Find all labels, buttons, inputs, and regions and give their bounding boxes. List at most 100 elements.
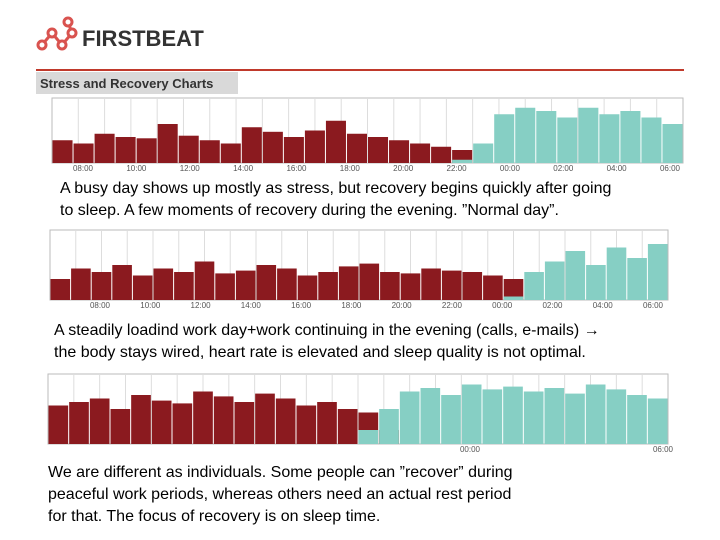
stress-bar	[296, 405, 317, 444]
x-tick-label: 10:00	[126, 164, 147, 173]
recovery-bar	[379, 409, 399, 444]
banner-box	[36, 72, 238, 94]
x-tick-label: 04:00	[607, 164, 628, 173]
caption: A busy day shows up mostly as stress, bu…	[60, 178, 611, 222]
x-tick-label: 20:00	[392, 301, 413, 310]
x-tick-label: 18:00	[341, 301, 362, 310]
recovery-bar	[647, 244, 668, 300]
recovery-bar	[536, 111, 557, 163]
stress-bar	[71, 268, 91, 300]
stress-bar	[483, 275, 503, 300]
recovery-bar	[473, 143, 494, 163]
stress-bar	[256, 265, 277, 300]
stress-bar	[325, 120, 346, 163]
x-tick-label: 02:00	[542, 301, 563, 310]
recovery-bar	[627, 258, 647, 300]
stress-bar	[52, 140, 73, 163]
stress-bar	[136, 138, 157, 163]
stress-bar	[421, 268, 441, 300]
recovery-bar	[515, 107, 536, 163]
stress-bar	[431, 146, 452, 163]
recovery-bar	[565, 393, 585, 444]
x-tick-label: 22:00	[447, 164, 468, 173]
stress-bar	[337, 409, 358, 444]
stress-bar	[112, 265, 132, 300]
stress-bar	[110, 409, 131, 444]
recovery-bar	[358, 430, 379, 444]
stress-bar	[441, 270, 462, 300]
recovery-bar	[586, 265, 606, 300]
x-tick-label: 00:00	[492, 301, 513, 310]
stress-bar	[213, 396, 234, 444]
stress-bar	[172, 403, 193, 444]
recovery-bar	[641, 117, 662, 163]
recovery-bar	[647, 398, 668, 444]
caption: We are different as individuals. Some pe…	[48, 462, 513, 528]
stress-bar	[255, 393, 275, 444]
recovery-bar	[503, 386, 523, 444]
stress-bar	[194, 261, 215, 300]
stress-bar	[359, 263, 380, 300]
recovery-bar	[524, 272, 544, 300]
stress-bar	[178, 135, 199, 163]
x-tick-label: 22:00	[442, 301, 463, 310]
logo-icon	[36, 16, 78, 51]
stress-bar	[94, 133, 115, 163]
recovery-bar	[578, 107, 599, 163]
x-tick-label: 06:00	[643, 301, 664, 310]
stress-bar	[275, 398, 296, 444]
stress-bar	[503, 279, 524, 300]
stress-bar	[283, 137, 304, 163]
stress-bar	[297, 275, 318, 300]
stress-bar	[174, 272, 194, 300]
stress-bar	[277, 268, 297, 300]
stress-bar	[338, 266, 359, 300]
recovery-bar	[662, 124, 683, 163]
recovery-bar	[565, 251, 586, 300]
recovery-bar	[461, 384, 482, 444]
stress-bar	[115, 137, 136, 163]
stress-bar	[241, 127, 262, 163]
recovery-bar	[420, 388, 441, 444]
x-tick-label: 12:00	[180, 164, 201, 173]
stress-bar	[73, 143, 94, 163]
recovery-bar	[606, 389, 627, 444]
stress-bar	[48, 405, 69, 444]
x-tick-label: 02:00	[553, 164, 574, 173]
stress-bar	[380, 272, 400, 300]
x-tick-label: 00:00	[500, 164, 521, 173]
stress-bar	[368, 137, 389, 163]
stress-bar	[131, 395, 151, 444]
stress-bar	[304, 130, 325, 163]
recovery-bar	[494, 114, 515, 163]
x-tick-label: 04:00	[593, 301, 614, 310]
caption-line: peaceful work periods, whereas others ne…	[48, 486, 512, 503]
recovery-bar	[482, 389, 503, 444]
x-tick-label: 06:00	[653, 445, 674, 454]
stress-bar	[50, 279, 71, 300]
stress-bar	[132, 275, 153, 300]
stress-bar	[199, 140, 220, 163]
caption: A steadily loadind work day+work continu…	[54, 320, 600, 364]
recovery-bar	[599, 114, 620, 163]
caption-line: to sleep. A few moments of recovery duri…	[60, 202, 559, 219]
stress-bar	[220, 143, 241, 163]
stress-bar	[410, 143, 431, 163]
stress-bar	[262, 131, 283, 163]
x-tick-label: 06:00	[660, 164, 681, 173]
recovery-bar	[523, 391, 544, 444]
x-tick-label: 20:00	[393, 164, 414, 173]
stress-bar	[69, 402, 89, 444]
x-tick-label: 16:00	[286, 164, 307, 173]
stress-bar	[389, 140, 410, 163]
stress-bar	[235, 270, 256, 300]
stress-bar	[153, 268, 174, 300]
stress-bar	[234, 402, 255, 444]
x-tick-label: 08:00	[90, 301, 111, 310]
caption-line: A steadily loadind work day+work continu…	[54, 322, 600, 339]
charts: 08:00 10:00 12:00 14:00 16:00 18:00 20:00 22:00…	[47, 97, 684, 454]
recovery-bar	[620, 111, 641, 163]
x-tick-label: 10:00	[140, 301, 161, 310]
